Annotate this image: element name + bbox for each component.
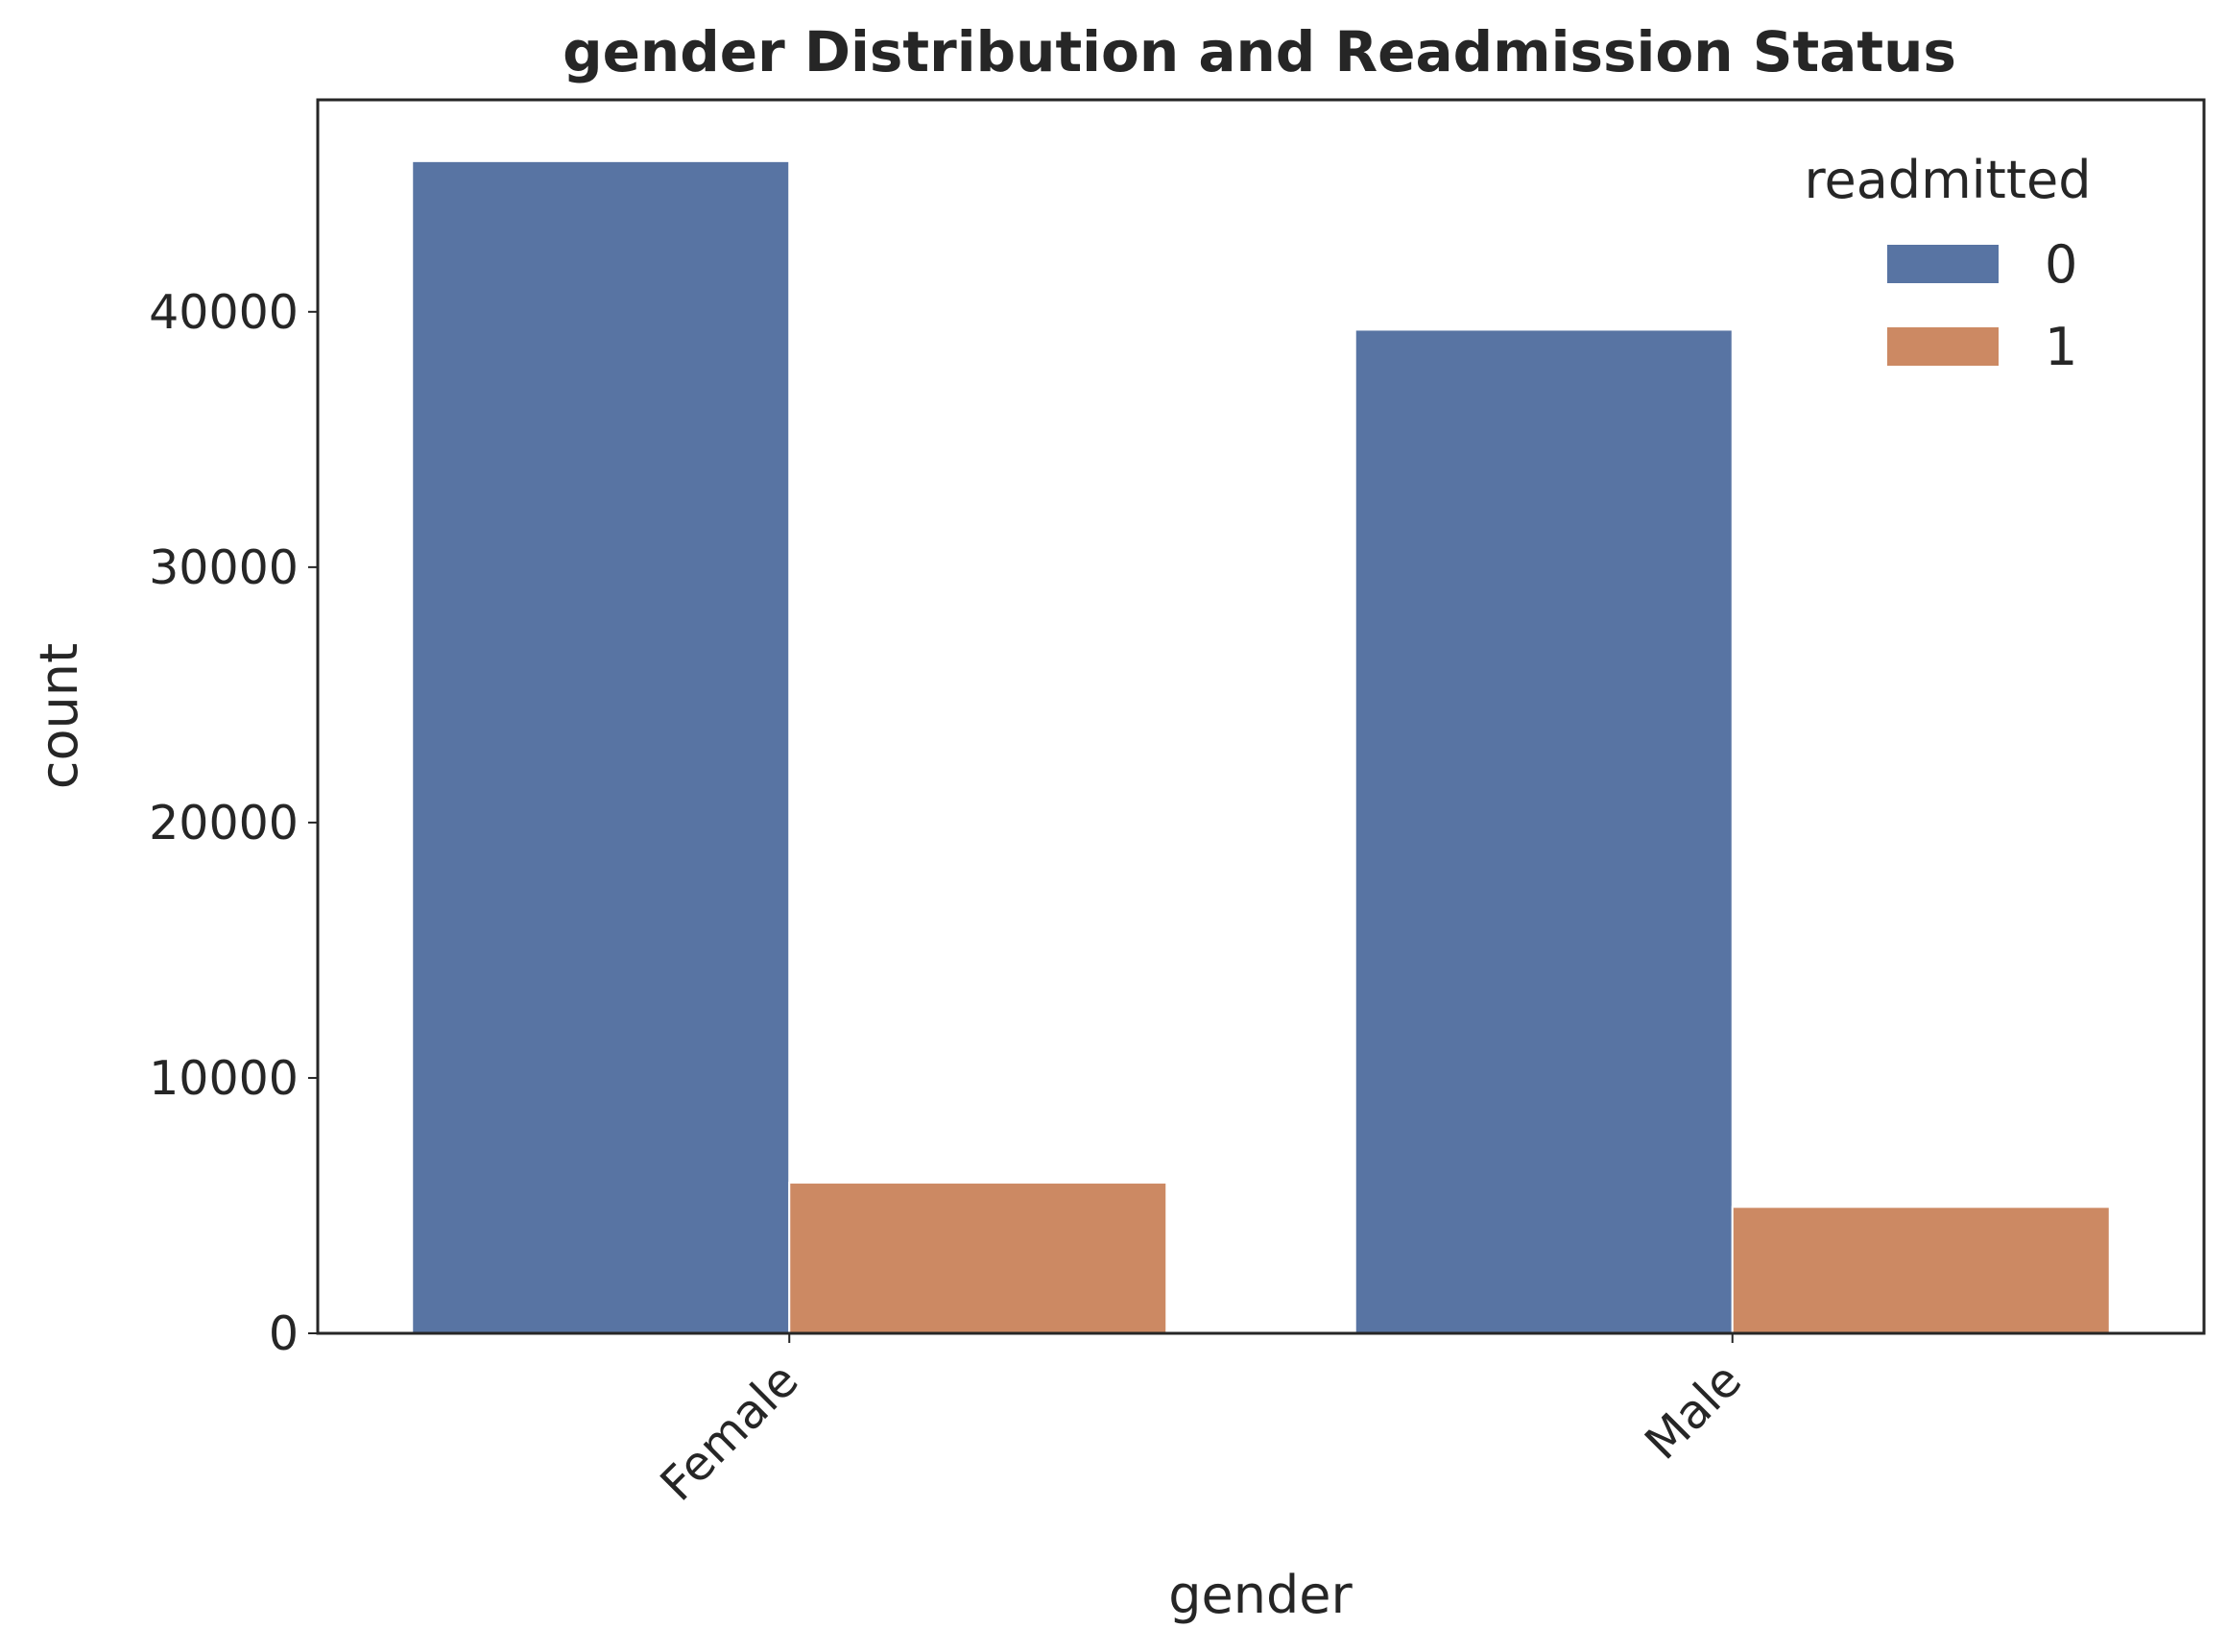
y-tick-label: 30000 xyxy=(149,540,299,595)
legend-title: readmitted xyxy=(1804,150,2091,210)
plot-frame xyxy=(316,98,2206,1335)
y-axis-label: count xyxy=(29,643,89,789)
legend-swatch-1 xyxy=(1887,327,1999,366)
legend-swatch-0 xyxy=(1887,245,1999,283)
y-tick-label: 20000 xyxy=(149,796,299,850)
y-tick-label: 10000 xyxy=(149,1051,299,1106)
y-tick-label: 0 xyxy=(269,1306,299,1361)
legend-label-1: 1 xyxy=(2045,317,2077,377)
x-axis-label: gender xyxy=(1168,1565,1353,1625)
legend: readmitted 0 1 xyxy=(1804,150,2091,377)
chart-title: gender Distribution and Readmission Stat… xyxy=(563,19,1956,84)
bar-female-series-0 xyxy=(411,159,791,1334)
y-tick-label: 40000 xyxy=(149,285,299,340)
y-axis-ticks: 0 10000 20000 30000 40000 xyxy=(149,285,318,1361)
bar-male-series-1 xyxy=(1731,1206,2111,1335)
bar-female-series-1 xyxy=(788,1182,1168,1334)
bar-male-series-0 xyxy=(1354,328,1734,1334)
legend-label-0: 0 xyxy=(2045,234,2077,295)
bars-group xyxy=(411,159,2111,1335)
